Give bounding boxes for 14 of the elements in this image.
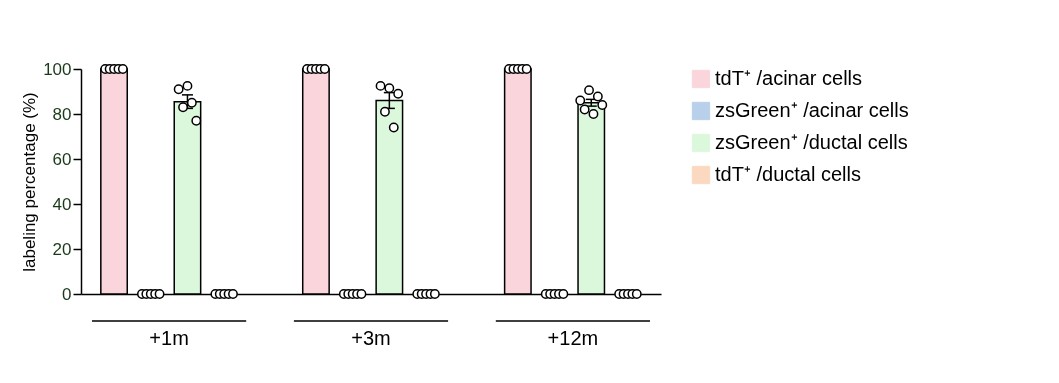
y-tick-label: 0 [62,284,72,304]
x-tick-label: +12m [547,327,599,349]
y-axis-title: labeling percentage (%) [20,92,40,272]
legend-label: zsGreen⁺ /ductal cells [715,131,908,153]
legend-label: tdT⁺ /ductal cells [715,163,861,185]
y-tick-label: 100 [43,59,72,79]
y-tick-label: 80 [52,104,72,124]
legend-label: zsGreen⁺ /acinar cells [715,99,909,121]
x-tick-label: +3m [351,327,391,349]
y-tick-label: 60 [52,149,72,169]
y-tick-label: 20 [52,239,72,259]
legend-label: tdT⁺ /acinar cells [715,67,863,89]
y-tick-label: 40 [52,194,72,214]
x-tick-label: +1m [149,327,189,349]
